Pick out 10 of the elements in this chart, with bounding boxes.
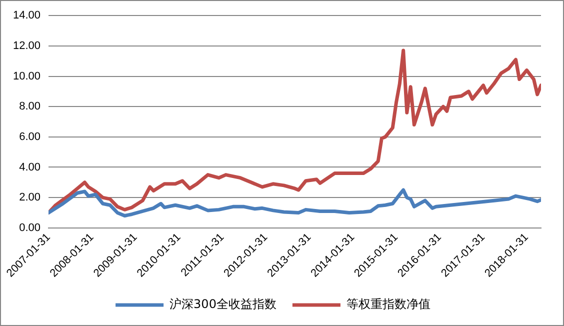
y-tick-label: 12.00 <box>12 40 41 52</box>
y-tick-label: 8.00 <box>19 100 41 113</box>
legend-label: 等权重指数净值 <box>346 297 430 312</box>
y-tick-label: 10.00 <box>12 70 41 82</box>
y-tick-label: 2.00 <box>19 192 41 204</box>
y-tick-label: 14.00 <box>12 10 41 22</box>
legend-label: 沪深300全收益指数 <box>170 297 276 312</box>
y-tick-label: 4.00 <box>19 161 41 174</box>
y-tick-label: 6.00 <box>19 130 41 143</box>
y-tick-label: 0.00 <box>19 222 41 234</box>
